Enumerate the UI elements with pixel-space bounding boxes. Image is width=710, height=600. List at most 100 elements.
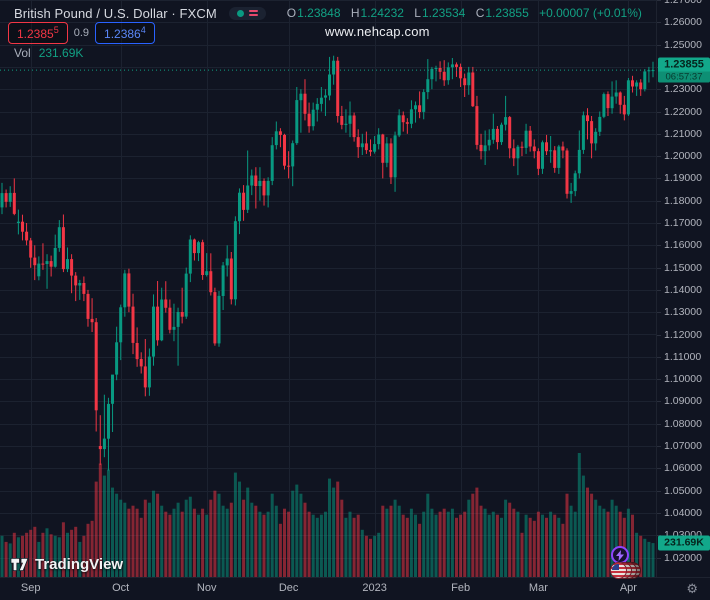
candle-body — [631, 80, 634, 87]
candle-body — [344, 123, 348, 125]
candle-body — [270, 145, 274, 181]
candle-body — [635, 82, 639, 87]
volume-bar — [283, 508, 286, 577]
volume-bar — [233, 472, 237, 577]
candle-body — [618, 92, 622, 105]
us-flag-icon — [610, 562, 627, 579]
candle-body — [373, 144, 377, 152]
price-tick — [657, 22, 661, 24]
gear-icon[interactable]: ⚙ — [686, 581, 698, 596]
volume-bar — [651, 543, 655, 577]
watermark: www.nehcap.com — [325, 24, 430, 39]
candle-body — [471, 72, 475, 107]
bid-button[interactable]: 1.23855 — [8, 22, 68, 44]
candle-body — [418, 105, 422, 112]
candle-body — [287, 165, 291, 167]
candle-body — [364, 143, 368, 151]
price-axis[interactable]: 1.23855 06:57:37 231.69K 1.27000 1.26000 1… — [656, 0, 710, 577]
time-axis-label: Oct — [112, 582, 130, 594]
candle-body — [238, 192, 241, 222]
candle-body — [233, 221, 237, 300]
candle-body — [598, 116, 602, 132]
volume-bar — [152, 490, 155, 577]
volume-value: 231.69K — [38, 46, 84, 60]
volume-bar — [270, 493, 274, 577]
volume-bar — [328, 478, 331, 577]
price-axis-label: 1.14000 — [664, 283, 702, 296]
candle-body — [324, 95, 327, 98]
time-axis-label: 2023 — [362, 582, 387, 594]
symbol-title[interactable]: British Pound / U.S. Dollar · FXCM — [14, 5, 217, 21]
market-status-pill[interactable] — [228, 6, 266, 20]
price-tick — [657, 446, 661, 447]
time-axis-label: Apr — [619, 582, 637, 594]
candle-body — [41, 263, 45, 265]
candle-body — [278, 131, 282, 135]
time-axis[interactable]: ⚙ Sep Oct Nov Dec 2023 Feb Mar Apr — [0, 577, 710, 600]
economic-events-flags-icon[interactable] — [610, 562, 644, 579]
volume-bar — [520, 532, 524, 577]
candle-body — [446, 67, 450, 81]
price-tick — [657, 44, 661, 46]
volume-bar — [201, 508, 205, 577]
candle-body — [516, 146, 520, 159]
candles — [0, 55, 655, 471]
candle-body — [442, 71, 446, 81]
candle-body — [651, 70, 655, 72]
volume-bar — [160, 505, 164, 577]
volume-bar — [545, 517, 548, 577]
candle-body — [352, 115, 356, 138]
volume-bar — [295, 484, 299, 577]
tradingview-logo[interactable]: TradingView — [10, 555, 123, 574]
candlestick-chart-canvas[interactable] — [0, 0, 656, 577]
volume-bar — [41, 532, 45, 577]
candle-body — [119, 307, 123, 343]
volume-bar — [156, 493, 160, 577]
candle-body — [381, 134, 385, 163]
candle-body — [581, 115, 585, 150]
candle-body — [197, 242, 200, 254]
volume-bar — [287, 511, 291, 577]
volume-bar — [164, 511, 168, 577]
candle-body — [487, 139, 491, 146]
candle-body — [274, 131, 278, 146]
volume-bar — [397, 505, 401, 577]
price-tick — [657, 512, 661, 514]
price-axis-label: 1.05000 — [664, 484, 702, 497]
volume-bar — [614, 505, 618, 577]
candle-body — [164, 299, 168, 308]
candle-body — [33, 257, 37, 266]
volume-bar — [25, 532, 29, 577]
volume-bar — [78, 541, 82, 577]
candle-body — [307, 113, 311, 127]
volume-bar — [401, 514, 405, 577]
candle-body — [606, 94, 610, 109]
low-label: L — [414, 6, 421, 20]
ohlc-values: O1.23848 H1.24232 L1.23534 C1.23855 +0.0… — [280, 6, 642, 20]
candle-body — [176, 312, 180, 327]
low-value: 1.23534 — [421, 6, 466, 20]
close-value: 1.23855 — [485, 6, 529, 20]
volume-bar — [217, 493, 221, 577]
candle-body — [303, 93, 307, 114]
volume-bar — [409, 508, 413, 577]
volume-bar — [147, 502, 151, 577]
candle-body — [184, 273, 188, 317]
candle-body — [340, 116, 344, 125]
price-tick — [657, 379, 661, 381]
volume-bar — [418, 523, 422, 577]
volume-bar — [184, 499, 188, 577]
volume-bar — [369, 538, 372, 577]
candle-body — [21, 221, 24, 232]
volume-bar — [74, 526, 78, 577]
candle-body — [147, 356, 151, 388]
price-tick — [657, 245, 661, 247]
ask-button[interactable]: 1.23864 — [95, 22, 155, 44]
candle-body — [115, 342, 119, 375]
volume-bar — [438, 511, 442, 577]
volume-bar — [532, 520, 536, 577]
price-axis-label: 1.07000 — [664, 440, 702, 452]
candle-body — [332, 60, 336, 75]
candle-body — [12, 192, 16, 214]
